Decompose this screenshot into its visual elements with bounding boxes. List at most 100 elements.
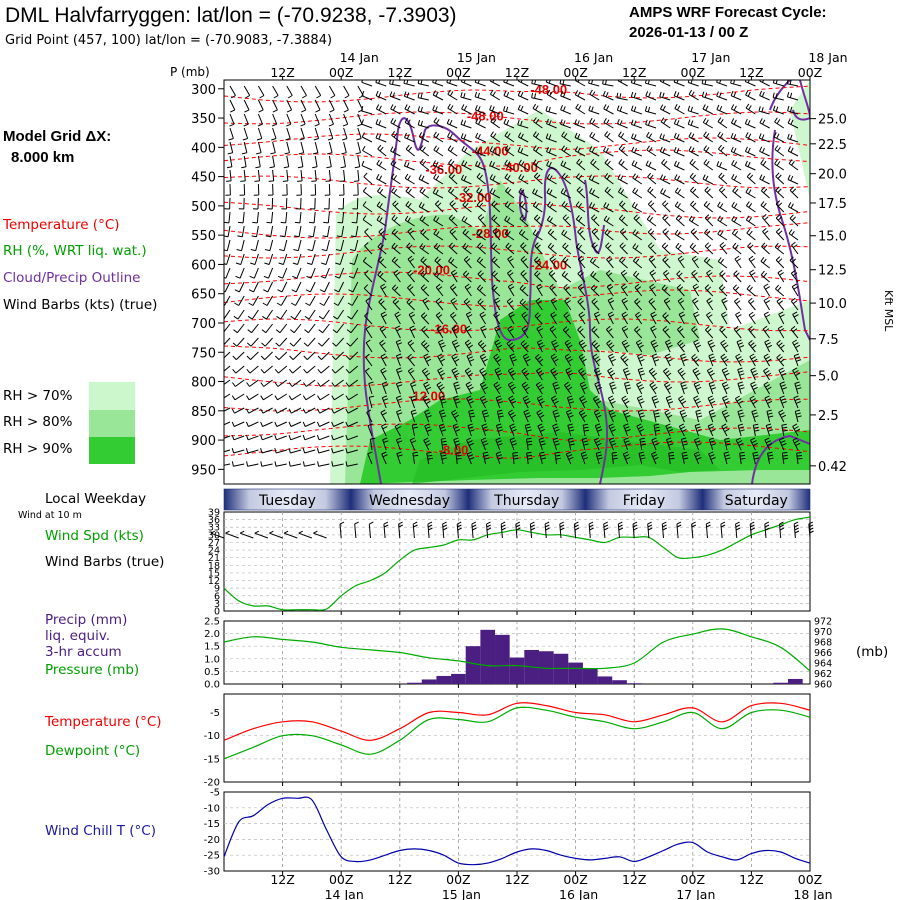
wind-barb-533 — [489, 89, 501, 101]
wind-barb-409 — [420, 312, 430, 325]
wind-barb-10m-0 — [210, 530, 225, 539]
wind-barb-387 — [410, 395, 417, 409]
wind-barb-827 — [634, 283, 643, 297]
wind-barb-10m-11 — [383, 521, 389, 539]
wind-barb-489 — [463, 256, 472, 269]
wind-barb-973 — [706, 367, 715, 381]
wind-barb-11 — [224, 239, 231, 252]
wind-barb-473 — [452, 423, 461, 437]
wind-barb-195 — [302, 461, 316, 467]
wind-barb-673 — [560, 91, 571, 101]
legend-rh80-label: RH > 80% — [3, 414, 73, 430]
wind-barb-843 — [645, 119, 657, 129]
wind-barb-405 — [420, 256, 430, 269]
temperature-contour-15 — [224, 441, 810, 459]
wind-barb-654 — [546, 215, 557, 227]
wind-barb-895 — [668, 451, 675, 465]
wind-barb-923 — [681, 451, 689, 465]
wind-barb-46 — [232, 337, 245, 347]
wind-barb-818 — [631, 160, 643, 171]
wind-barb-430 — [433, 215, 444, 227]
wind-barb-810 — [623, 437, 631, 451]
wind-barb-78 — [246, 393, 259, 401]
wind-barb-351 — [391, 284, 401, 297]
wind-barb-962 — [704, 214, 714, 227]
wind-barb-369 — [405, 144, 415, 157]
wind-barb-801 — [621, 311, 629, 325]
wind-barb-10m-33 — [705, 521, 711, 539]
wind-barb-420 — [432, 80, 444, 87]
wind-barb-261 — [351, 211, 359, 224]
wind-barb-537 — [489, 146, 501, 157]
bottom-time-hour-8: 12Z — [739, 872, 763, 887]
wind-barb-1046 — [745, 215, 756, 227]
wind-barb-598 — [519, 214, 529, 227]
wind-ytick-2: 6 — [214, 591, 220, 602]
wind-barb-603 — [519, 284, 529, 297]
wind-barb-278 — [345, 448, 358, 454]
wind-barb-664 — [550, 353, 559, 367]
wind-barb-1057 — [750, 367, 759, 381]
wind-barb-192 — [302, 421, 316, 427]
wind-barb-10m-22 — [544, 521, 550, 539]
wind-barb-967 — [704, 284, 714, 297]
wind-barb-592 — [517, 132, 529, 143]
bottom-time-hour-6: 12Z — [622, 872, 646, 887]
wind-barb-246 — [331, 393, 344, 401]
wind-barb-307 — [367, 451, 373, 465]
wind-barb-114 — [286, 113, 292, 127]
wind-barb-740 — [591, 242, 600, 255]
wind-barb-1086 — [763, 381, 772, 395]
wind-barb-314 — [376, 159, 387, 171]
wind-barb-134 — [274, 393, 288, 401]
temp-ytick-3: -5 — [210, 708, 220, 719]
wind-barb-683 — [561, 229, 572, 241]
wind-barb-821 — [631, 201, 643, 213]
wind-barb-488 — [462, 242, 472, 255]
wind-barb-550 — [494, 325, 501, 339]
wind-barb-331 — [381, 395, 389, 409]
wind-barb-222 — [316, 448, 330, 454]
wind-barb-1140 — [793, 353, 802, 367]
temperature-contour-8 — [224, 271, 810, 289]
wind-barb-626 — [533, 214, 543, 227]
wind-barb-562 — [503, 105, 515, 115]
wind-barb-659 — [549, 283, 557, 297]
wind-barb-982 — [716, 104, 728, 115]
wind-barb-816 — [631, 133, 642, 143]
wind-barb-676 — [561, 131, 572, 143]
wind-barb-677 — [561, 145, 572, 157]
wind-barb-930 — [689, 158, 699, 171]
wind-barb-154 — [291, 281, 302, 293]
wind-barb-44 — [233, 309, 245, 320]
wind-barb-290 — [362, 215, 373, 227]
wind-barb-263 — [350, 239, 359, 252]
wind-barb-187 — [303, 351, 316, 360]
wind-barb-629 — [534, 256, 543, 269]
wind-barb-287 — [363, 172, 373, 185]
wind-barb-295 — [363, 284, 373, 297]
wind-barb-410 — [421, 326, 430, 339]
wind-ytick-12: 36 — [208, 515, 220, 526]
wind-barb-886 — [662, 326, 671, 339]
wind-barb-814 — [630, 105, 642, 115]
wind-barb-663 — [551, 339, 559, 353]
wind-barb-627 — [532, 229, 543, 241]
wind-barb-424 — [433, 131, 444, 143]
wind-barb-574 — [507, 269, 515, 283]
wind-barb-1114 — [779, 381, 787, 395]
wind-barb-1134 — [790, 269, 799, 283]
wind-barb-682 — [562, 214, 572, 227]
wind-barb-497 — [464, 367, 473, 381]
wind-barb-130 — [275, 337, 288, 347]
wind-barb-311 — [375, 119, 387, 129]
wind-barb-464 — [450, 297, 458, 311]
wind-barb-1092 — [772, 80, 784, 87]
wind-barb-803 — [621, 339, 630, 353]
wind-barb-736 — [589, 188, 600, 199]
wind-barb-165 — [288, 434, 302, 441]
wind-barb-16 — [224, 309, 231, 320]
wind-barb-167 — [288, 461, 302, 467]
wind-barb-495 — [464, 339, 473, 353]
wind-barb-1104 — [774, 242, 785, 255]
